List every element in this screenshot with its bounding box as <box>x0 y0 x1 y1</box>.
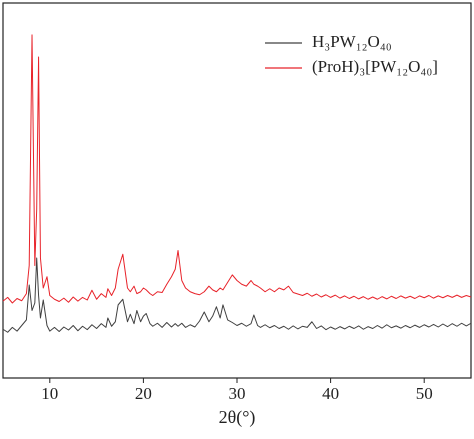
series-line <box>2 34 472 304</box>
legend-label: (ProH)₃[PW₁₂O₄₀] <box>312 57 438 76</box>
legend-label: H₃PW₁₂O₄₀ <box>312 32 392 51</box>
x-tick-label: 10 <box>41 384 58 403</box>
x-tick-label: 20 <box>135 384 152 403</box>
x-axis-label: 2θ(°) <box>219 407 256 428</box>
series-line <box>2 257 472 333</box>
x-tick-label: 50 <box>416 384 433 403</box>
x-tick-label: 30 <box>229 384 246 403</box>
x-tick-label: 40 <box>322 384 339 403</box>
